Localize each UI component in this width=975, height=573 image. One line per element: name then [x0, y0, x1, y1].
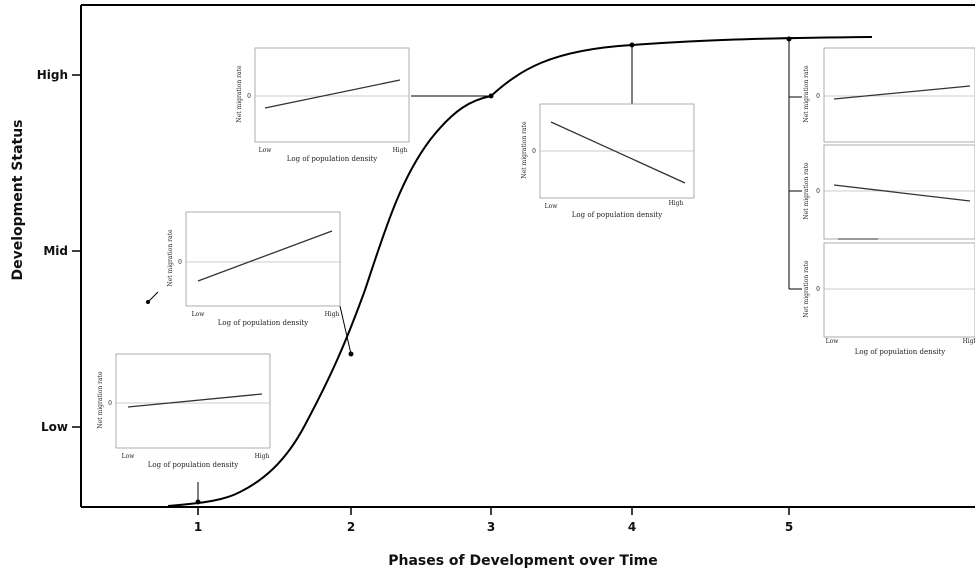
inset-5b-trend	[833, 184, 971, 202]
inset-phase-5a: Net migration rate 0	[803, 47, 975, 143]
x-tick-label-4: 4	[628, 520, 636, 534]
inset-phase-4: Net migration rate 0 Low High Log of pop…	[521, 103, 695, 219]
inset-1-zero: 0	[108, 400, 112, 407]
inset-3-trend	[264, 79, 401, 109]
inset-phase-5b: Net migration rate 0	[803, 144, 975, 240]
inset-2-xlabel: Log of population density	[218, 319, 308, 327]
inset-2-zero: 0	[178, 259, 182, 266]
x-tick-label-5: 5	[785, 520, 793, 534]
inset-5b-zero: 0	[816, 188, 820, 195]
inset-4-ylabel: Net migration rate	[521, 121, 528, 179]
inset-5a-trend	[833, 85, 971, 100]
connector-phase-2	[339, 305, 352, 355]
inset-2-x-high: High	[325, 311, 340, 318]
x-tick-3: 3	[487, 507, 495, 534]
inset-4-xlabel: Log of population density	[572, 211, 662, 219]
inset-5c-xlabel: Log of population density	[855, 348, 945, 356]
inset-1-ylabel: Net migration rate	[97, 371, 104, 429]
x-tick-5: 5	[785, 507, 793, 534]
inset-phase-2: Net migration rate 0 Low High Log of pop…	[167, 211, 341, 327]
inset-3-zero: 0	[247, 93, 251, 100]
inset-phase-1: Net migration rate 0 Low High Log of pop…	[97, 353, 271, 469]
x-tick-1: 1	[194, 507, 202, 534]
inset-5c-ylabel: Net migration rate	[803, 260, 810, 318]
x-tick-label-3: 3	[487, 520, 495, 534]
inset-3-x-low: Low	[259, 147, 273, 154]
inset-4-x-low: Low	[545, 203, 559, 210]
x-tick-4: 4	[628, 507, 636, 534]
inset-5a-zero: 0	[816, 93, 820, 100]
inset-4-x-high: High	[669, 200, 684, 207]
inset-1-x-high: High	[255, 453, 270, 460]
x-tick-label-1: 1	[194, 520, 202, 534]
y-tick-mid: Mid	[43, 244, 81, 258]
inset-5c-x-high: High	[963, 338, 975, 345]
inset-3-x-high: High	[393, 147, 408, 154]
inset-4-trend	[550, 121, 686, 184]
inset-1-x-low: Low	[122, 453, 136, 460]
x-tick-label-2: 2	[347, 520, 355, 534]
y-tick-label-high: High	[37, 68, 68, 82]
inset-2-ylabel: Net migration rate	[167, 229, 174, 287]
y-tick-low: Low	[41, 420, 81, 434]
y-tick-high: High	[37, 68, 81, 82]
x-axis-title: Phases of Development over Time	[388, 553, 658, 569]
inset-4-zero: 0	[532, 148, 536, 155]
inset-2-x-low: Low	[192, 311, 206, 318]
inset-phase-5c: Net migration rate 0 Low High Log of pop…	[803, 242, 975, 356]
y-axis-title: Development Status	[10, 119, 26, 280]
inset-1-xlabel: Log of population density	[148, 461, 238, 469]
inset-5b-ylabel: Net migration rate	[803, 162, 810, 220]
y-tick-label-low: Low	[41, 420, 68, 434]
stray-connector	[147, 291, 159, 303]
inset-5a-ylabel: Net migration rate	[803, 65, 810, 123]
inset-3-xlabel: Log of population density	[287, 155, 377, 163]
inset-5c-x-low: Low	[826, 338, 840, 345]
y-tick-label-mid: Mid	[43, 244, 68, 258]
inset-3-ylabel: Net migration rate	[236, 65, 243, 123]
inset-5c-zero: 0	[816, 286, 820, 293]
inset-phase-3: Net migration rate 0 Low High Log of pop…	[236, 47, 410, 163]
x-tick-2: 2	[347, 507, 355, 534]
inset-2-trend	[197, 230, 333, 282]
development-curve	[167, 36, 873, 507]
connector-phase-5	[788, 39, 802, 290]
inset-1-trend	[127, 393, 263, 408]
